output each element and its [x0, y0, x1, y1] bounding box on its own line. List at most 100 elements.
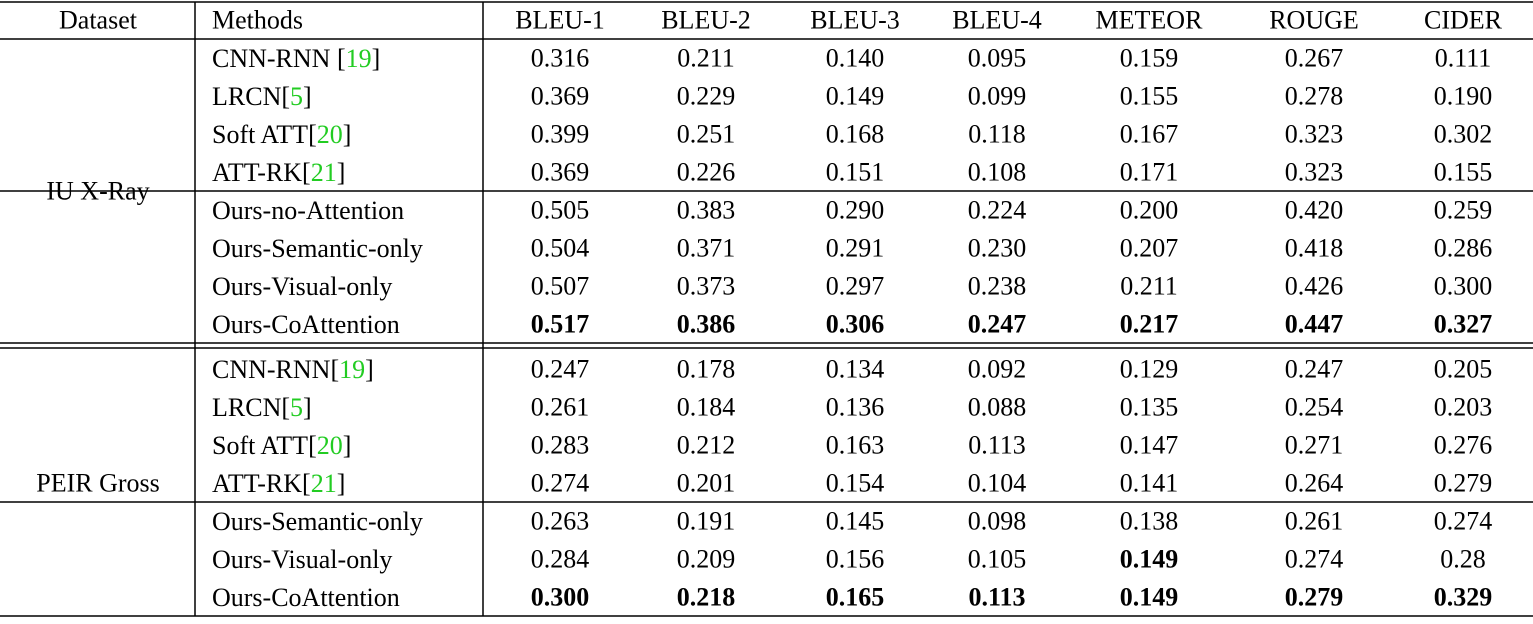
score: 0.271 — [1285, 431, 1344, 460]
score: 0.306 — [826, 310, 885, 339]
method-name: ATT-RK[21] — [212, 469, 345, 498]
column-header: BLEU-3 — [810, 6, 900, 35]
score: 0.171 — [1120, 158, 1179, 187]
score: 0.426 — [1285, 272, 1344, 301]
score: 0.099 — [968, 82, 1027, 111]
score: 0.297 — [826, 272, 885, 301]
method-text: ] — [337, 469, 346, 498]
score: 0.135 — [1120, 393, 1179, 422]
method-name: CNN-RNN [19] — [212, 44, 380, 73]
score: 0.369 — [531, 82, 590, 111]
method-name: Ours-CoAttention — [212, 583, 400, 612]
score: 0.247 — [531, 355, 590, 384]
method-text: Ours-Semantic-only — [212, 507, 423, 536]
method-text: ] — [343, 120, 352, 149]
score: 0.149 — [826, 82, 885, 111]
score: 0.279 — [1285, 583, 1344, 612]
score: 0.156 — [826, 545, 885, 574]
method-text: LRCN[ — [212, 82, 290, 111]
score: 0.383 — [677, 196, 736, 225]
score: 0.504 — [531, 234, 590, 263]
method-text: ATT-RK[ — [212, 158, 311, 187]
score: 0.168 — [826, 120, 885, 149]
citation[interactable]: 21 — [311, 469, 337, 498]
method-name: Ours-CoAttention — [212, 310, 400, 339]
score: 0.278 — [1285, 82, 1344, 111]
column-header: BLEU-2 — [661, 6, 751, 35]
score: 0.113 — [968, 583, 1025, 612]
score: 0.224 — [968, 196, 1027, 225]
score: 0.274 — [1285, 545, 1344, 574]
score: 0.283 — [531, 431, 590, 460]
column-header: Dataset — [59, 6, 138, 35]
citation[interactable]: 20 — [317, 120, 343, 149]
citation[interactable]: 19 — [346, 44, 372, 73]
score: 0.247 — [968, 310, 1027, 339]
score: 0.147 — [1120, 431, 1179, 460]
score: 0.207 — [1120, 234, 1179, 263]
column-header: ROUGE — [1269, 6, 1359, 35]
score: 0.505 — [531, 196, 590, 225]
score: 0.104 — [968, 469, 1027, 498]
score: 0.098 — [968, 507, 1027, 536]
score: 0.191 — [677, 507, 736, 536]
score: 0.300 — [531, 583, 590, 612]
score: 0.274 — [1434, 507, 1493, 536]
score: 0.111 — [1435, 44, 1492, 73]
score: 0.302 — [1434, 120, 1493, 149]
score: 0.274 — [531, 469, 590, 498]
method-text: Ours-Visual-only — [212, 545, 392, 574]
score: 0.517 — [531, 310, 590, 339]
citation[interactable]: 20 — [317, 431, 343, 460]
score: 0.184 — [677, 393, 736, 422]
score: 0.141 — [1120, 469, 1179, 498]
method-name: CNN-RNN[19] — [212, 355, 374, 384]
method-text: Ours-CoAttention — [212, 310, 400, 339]
score: 0.230 — [968, 234, 1027, 263]
score: 0.229 — [677, 82, 736, 111]
score: 0.447 — [1285, 310, 1344, 339]
score: 0.211 — [677, 44, 735, 73]
method-text: Ours-CoAttention — [212, 583, 400, 612]
score: 0.136 — [826, 393, 885, 422]
score: 0.327 — [1434, 310, 1493, 339]
score: 0.217 — [1120, 310, 1179, 339]
score: 0.209 — [677, 545, 736, 574]
score: 0.323 — [1285, 120, 1344, 149]
score: 0.092 — [968, 355, 1027, 384]
citation[interactable]: 21 — [311, 158, 337, 187]
score: 0.113 — [968, 431, 1026, 460]
column-header: BLEU-1 — [515, 6, 605, 35]
score: 0.165 — [826, 583, 885, 612]
score: 0.418 — [1285, 234, 1344, 263]
column-header: CIDER — [1424, 6, 1503, 35]
citation[interactable]: 5 — [290, 393, 303, 422]
score: 0.108 — [968, 158, 1027, 187]
method-text: LRCN[ — [212, 393, 290, 422]
score: 0.369 — [531, 158, 590, 187]
score: 0.134 — [826, 355, 885, 384]
score: 0.118 — [968, 120, 1026, 149]
score: 0.279 — [1434, 469, 1493, 498]
citation[interactable]: 19 — [339, 355, 365, 384]
score: 0.218 — [677, 583, 736, 612]
score: 0.154 — [826, 469, 885, 498]
score: 0.155 — [1434, 158, 1493, 187]
score: 0.371 — [677, 234, 736, 263]
score: 0.507 — [531, 272, 590, 301]
column-header: Methods — [212, 6, 303, 35]
score: 0.105 — [968, 545, 1027, 574]
method-text: CNN-RNN[ — [212, 355, 339, 384]
citation[interactable]: 5 — [290, 82, 303, 111]
score: 0.155 — [1120, 82, 1179, 111]
score: 0.200 — [1120, 196, 1179, 225]
score: 0.373 — [677, 272, 736, 301]
score: 0.399 — [531, 120, 590, 149]
method-text: Ours-no-Attention — [212, 196, 404, 225]
method-name: Ours-Semantic-only — [212, 234, 423, 263]
method-text: ] — [343, 431, 352, 460]
column-header: BLEU-4 — [952, 6, 1042, 35]
score: 0.386 — [677, 310, 736, 339]
score: 0.261 — [1285, 507, 1344, 536]
